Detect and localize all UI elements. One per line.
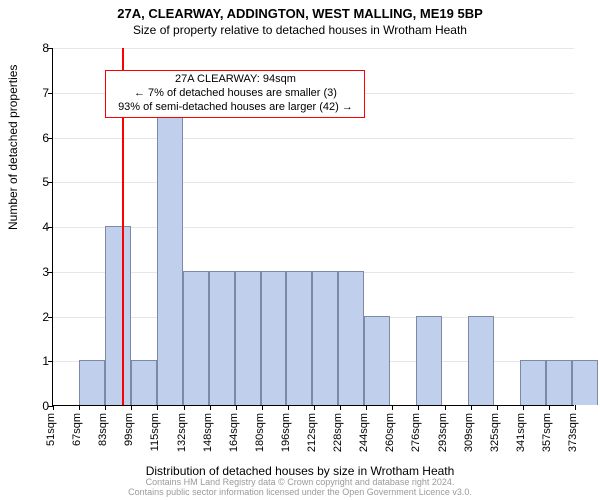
histogram-bar xyxy=(416,316,442,406)
xtick-label: 373sqm xyxy=(567,413,579,452)
histogram-bar xyxy=(572,360,598,405)
gridline-h xyxy=(53,182,574,183)
xtick-label: 51sqm xyxy=(45,413,57,446)
xtick-mark xyxy=(262,405,263,410)
histogram-bar xyxy=(364,316,390,406)
annotation-box: 27A CLEARWAY: 94sqm← 7% of detached hous… xyxy=(105,70,365,117)
ytick-label: 1 xyxy=(23,354,49,368)
xtick-mark xyxy=(288,405,289,410)
annotation-line: 27A CLEARWAY: 94sqm xyxy=(110,73,360,87)
plot-area: 01234567851sqm67sqm83sqm99sqm115sqm132sq… xyxy=(52,48,574,406)
xtick-label: 276sqm xyxy=(410,413,422,452)
histogram-bar xyxy=(520,360,546,405)
histogram-bar xyxy=(546,360,572,405)
histogram-bar xyxy=(235,271,261,405)
xtick-label: 260sqm xyxy=(384,413,396,452)
gridline-h xyxy=(53,138,574,139)
xtick-label: 164sqm xyxy=(228,413,240,452)
gridline-h xyxy=(53,48,574,49)
xtick-mark xyxy=(549,405,550,410)
xtick-mark xyxy=(575,405,576,410)
xtick-label: 309sqm xyxy=(463,413,475,452)
xtick-label: 148sqm xyxy=(202,413,214,452)
x-axis-label: Distribution of detached houses by size … xyxy=(0,464,600,478)
attribution-line2: Contains public sector information licen… xyxy=(0,488,600,498)
ytick-label: 6 xyxy=(23,131,49,145)
xtick-mark xyxy=(366,405,367,410)
xtick-label: 228sqm xyxy=(332,413,344,452)
xtick-mark xyxy=(471,405,472,410)
xtick-mark xyxy=(523,405,524,410)
xtick-label: 83sqm xyxy=(97,413,109,446)
histogram-bar xyxy=(105,226,131,405)
xtick-mark xyxy=(79,405,80,410)
histogram-bar xyxy=(131,360,157,405)
histogram-bar xyxy=(286,271,312,405)
xtick-mark xyxy=(157,405,158,410)
xtick-mark xyxy=(392,405,393,410)
histogram-bar xyxy=(312,271,338,405)
histogram-bar xyxy=(209,271,235,405)
xtick-mark xyxy=(184,405,185,410)
xtick-mark xyxy=(314,405,315,410)
xtick-label: 180sqm xyxy=(254,413,266,452)
xtick-mark xyxy=(418,405,419,410)
xtick-label: 357sqm xyxy=(541,413,553,452)
y-axis-label: Number of detached properties xyxy=(6,65,20,230)
ytick-label: 5 xyxy=(23,175,49,189)
xtick-label: 325sqm xyxy=(489,413,501,452)
xtick-label: 99sqm xyxy=(123,413,135,446)
xtick-mark xyxy=(497,405,498,410)
xtick-mark xyxy=(131,405,132,410)
gridline-h xyxy=(53,227,574,228)
histogram-bar xyxy=(261,271,287,405)
xtick-label: 196sqm xyxy=(280,413,292,452)
histogram-bar xyxy=(468,316,494,406)
ytick-label: 0 xyxy=(23,399,49,413)
annotation-line: ← 7% of detached houses are smaller (3) xyxy=(110,87,360,101)
histogram-bar xyxy=(79,360,105,405)
xtick-label: 212sqm xyxy=(306,413,318,452)
xtick-mark xyxy=(105,405,106,410)
ytick-label: 7 xyxy=(23,86,49,100)
xtick-label: 115sqm xyxy=(149,413,161,451)
property-size-histogram: 27A, CLEARWAY, ADDINGTON, WEST MALLING, … xyxy=(0,0,600,500)
ytick-label: 8 xyxy=(23,41,49,55)
xtick-label: 244sqm xyxy=(358,413,370,452)
chart-title-sub: Size of property relative to detached ho… xyxy=(0,21,600,37)
ytick-label: 4 xyxy=(23,220,49,234)
ytick-label: 2 xyxy=(23,310,49,324)
xtick-label: 132sqm xyxy=(176,413,188,452)
histogram-bar xyxy=(157,92,183,405)
xtick-mark xyxy=(236,405,237,410)
xtick-label: 67sqm xyxy=(71,413,83,446)
histogram-bar xyxy=(338,271,364,405)
xtick-mark xyxy=(53,405,54,410)
attribution-text: Contains HM Land Registry data © Crown c… xyxy=(0,478,600,498)
xtick-label: 293sqm xyxy=(437,413,449,452)
ytick-label: 3 xyxy=(23,265,49,279)
xtick-label: 341sqm xyxy=(515,413,527,452)
xtick-mark xyxy=(210,405,211,410)
chart-title-main: 27A, CLEARWAY, ADDINGTON, WEST MALLING, … xyxy=(0,0,600,21)
histogram-bar xyxy=(183,271,209,405)
xtick-mark xyxy=(340,405,341,410)
annotation-line: 93% of semi-detached houses are larger (… xyxy=(110,101,360,115)
xtick-mark xyxy=(445,405,446,410)
